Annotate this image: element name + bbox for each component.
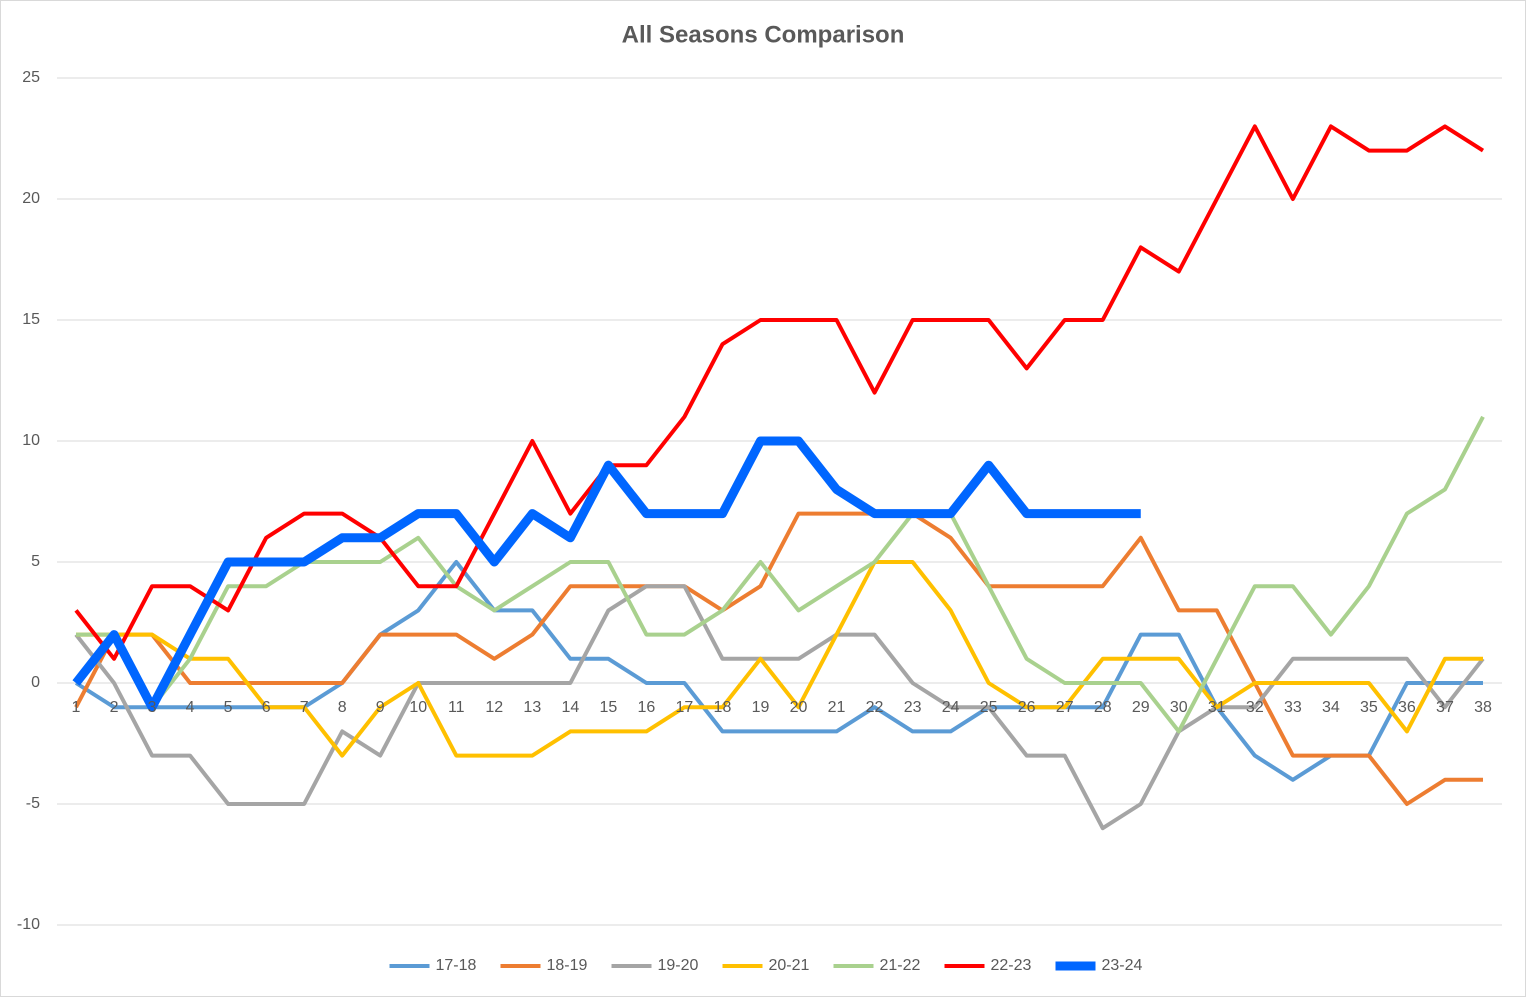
x-tick-label: 3 (148, 699, 157, 716)
x-tick-label: 21 (828, 699, 846, 716)
x-tick-label: 15 (599, 699, 617, 716)
x-tick-label: 13 (523, 699, 541, 716)
x-tick-label: 26 (1018, 699, 1036, 716)
legend-label: 19-20 (658, 957, 699, 974)
x-tick-label: 23 (904, 699, 922, 716)
y-tick-label: 15 (22, 311, 40, 328)
y-tick-label: 5 (31, 553, 40, 570)
x-tick-label: 29 (1132, 699, 1150, 716)
x-tick-label: 1 (72, 699, 81, 716)
y-tick-label: 10 (22, 432, 40, 449)
x-tick-label: 12 (485, 699, 503, 716)
x-tick-label: 28 (1094, 699, 1112, 716)
x-tick-label: 34 (1322, 699, 1340, 716)
x-tick-label: 8 (338, 699, 347, 716)
x-tick-label: 17 (676, 699, 694, 716)
x-tick-label: 4 (186, 699, 195, 716)
x-tick-label: 2 (110, 699, 119, 716)
legend-label: 17-18 (436, 957, 477, 974)
x-tick-label: 19 (752, 699, 770, 716)
x-tick-label: 37 (1436, 699, 1454, 716)
legend-label: 18-19 (547, 957, 588, 974)
x-tick-label: 30 (1170, 699, 1188, 716)
legend-label: 20-21 (769, 957, 810, 974)
y-tick-label: -5 (26, 795, 40, 812)
x-tick-label: 14 (561, 699, 579, 716)
x-tick-label: 33 (1284, 699, 1302, 716)
y-tick-label: 25 (22, 69, 40, 86)
x-tick-label: 6 (262, 699, 271, 716)
series-line (76, 560, 1483, 758)
y-tick-label: 20 (22, 190, 40, 207)
x-tick-label: 32 (1246, 699, 1264, 716)
series-line (74, 124, 1485, 661)
y-tick-label: 0 (31, 674, 40, 691)
legend-label: 23-24 (1102, 957, 1143, 974)
legend-label: 22-23 (991, 957, 1032, 974)
x-tick-label: 20 (790, 699, 808, 716)
legend-label: 21-22 (880, 957, 921, 974)
series-line (72, 436, 1141, 712)
x-tick-label: 11 (448, 699, 465, 716)
x-tick-label: 35 (1360, 699, 1378, 716)
y-tick-label: -10 (17, 916, 40, 933)
series-line (74, 584, 1485, 831)
x-tick-label: 38 (1474, 699, 1492, 716)
x-tick-label: 16 (638, 699, 656, 716)
chart-title: All Seasons Comparison (622, 21, 905, 48)
x-tick-label: 36 (1398, 699, 1416, 716)
x-tick-label: 31 (1208, 699, 1226, 716)
x-tick-label: 9 (376, 699, 385, 716)
x-tick-label: 25 (980, 699, 998, 716)
x-tick-label: 10 (409, 699, 427, 716)
x-tick-label: 24 (942, 699, 960, 716)
x-tick-label: 27 (1056, 699, 1074, 716)
x-tick-label: 7 (300, 699, 309, 716)
series-line (74, 511, 1483, 806)
x-tick-label: 22 (866, 699, 884, 716)
x-tick-label: 18 (714, 699, 732, 716)
series-line (74, 560, 1483, 782)
x-tick-label: 5 (224, 699, 233, 716)
